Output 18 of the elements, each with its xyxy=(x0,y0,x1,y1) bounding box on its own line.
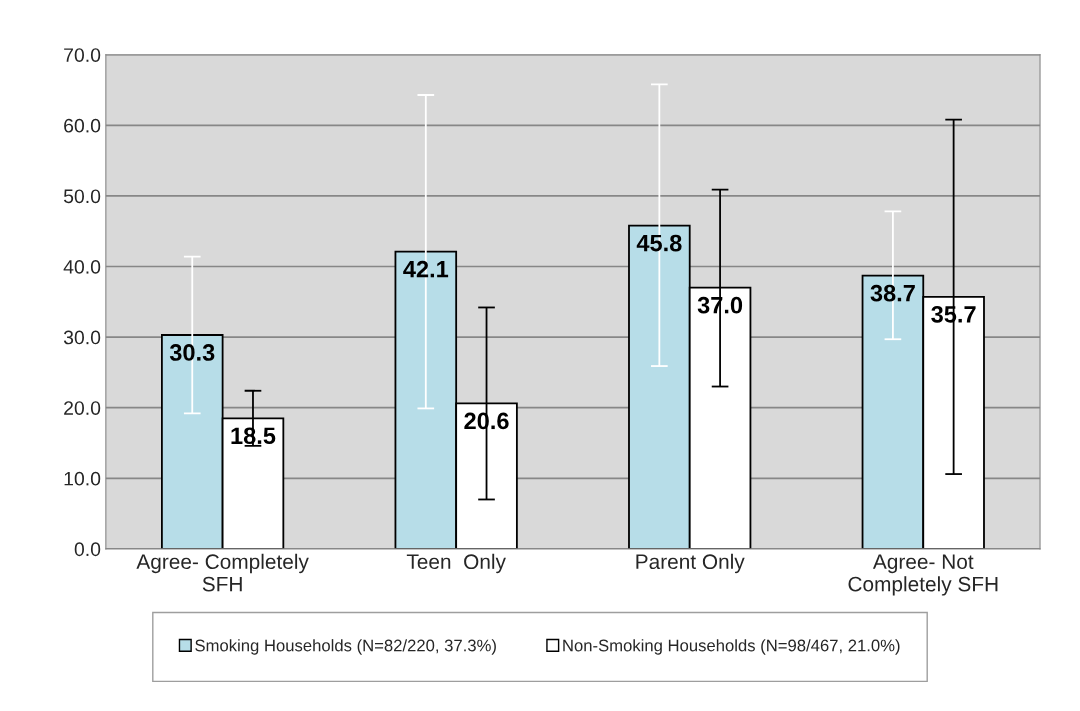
y-tick-label: 0.0 xyxy=(74,542,101,557)
x-tick-label: Parent Only xyxy=(636,553,745,574)
y-tick-label: 20.0 xyxy=(64,401,101,415)
y-tick-label: 40.0 xyxy=(63,259,101,274)
y-tick-label: 50.0 xyxy=(63,189,101,204)
data-label: 38.7 xyxy=(870,284,915,302)
x-tick-label: Agree- Completely SFH xyxy=(136,553,309,592)
legend-label: Smoking Households (N=82/220, 37.3%) xyxy=(195,639,496,655)
y-tick-label: 10.0 xyxy=(64,471,101,486)
data-label: 45.8 xyxy=(636,234,682,252)
data-label: 42.1 xyxy=(403,260,449,278)
x-tick-label: Teen Only xyxy=(406,553,506,574)
y-tick-label: 30.0 xyxy=(63,330,101,345)
data-label: 30.3 xyxy=(169,344,215,361)
legend-label: Non-Smoking Households (N=98/467, 21.0%) xyxy=(563,639,900,655)
y-tick-label: 60.0 xyxy=(64,118,101,133)
x-tick-label: Agree- Not Completely SFH xyxy=(848,554,998,596)
y-tick-label: 70.0 xyxy=(64,48,101,62)
